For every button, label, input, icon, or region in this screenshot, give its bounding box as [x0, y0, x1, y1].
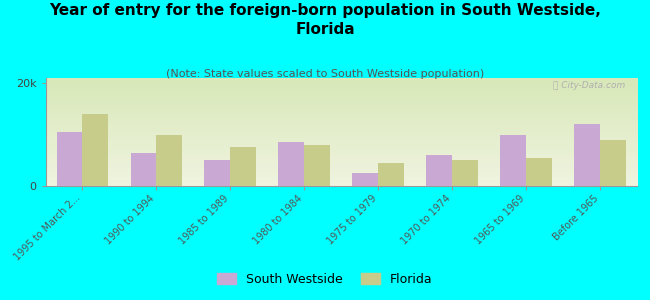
Bar — [526, 158, 552, 186]
Bar — [500, 135, 526, 186]
Bar — [378, 163, 404, 186]
Bar — [304, 145, 330, 186]
Bar — [600, 140, 626, 186]
Bar — [278, 142, 304, 186]
Bar — [452, 160, 478, 186]
Bar — [83, 114, 109, 186]
Bar — [205, 160, 230, 186]
Bar — [352, 173, 378, 186]
Text: Year of entry for the foreign-born population in South Westside,
Florida: Year of entry for the foreign-born popul… — [49, 3, 601, 37]
Bar — [157, 135, 182, 186]
Bar — [230, 147, 256, 186]
Bar — [426, 155, 452, 186]
Bar — [574, 124, 600, 186]
Text: (Note: State values scaled to South Westside population): (Note: State values scaled to South West… — [166, 69, 484, 79]
Bar — [131, 153, 157, 186]
Bar — [57, 132, 83, 186]
Legend: South Westside, Florida: South Westside, Florida — [212, 268, 438, 291]
Text: ⓒ City-Data.com: ⓒ City-Data.com — [553, 81, 625, 90]
